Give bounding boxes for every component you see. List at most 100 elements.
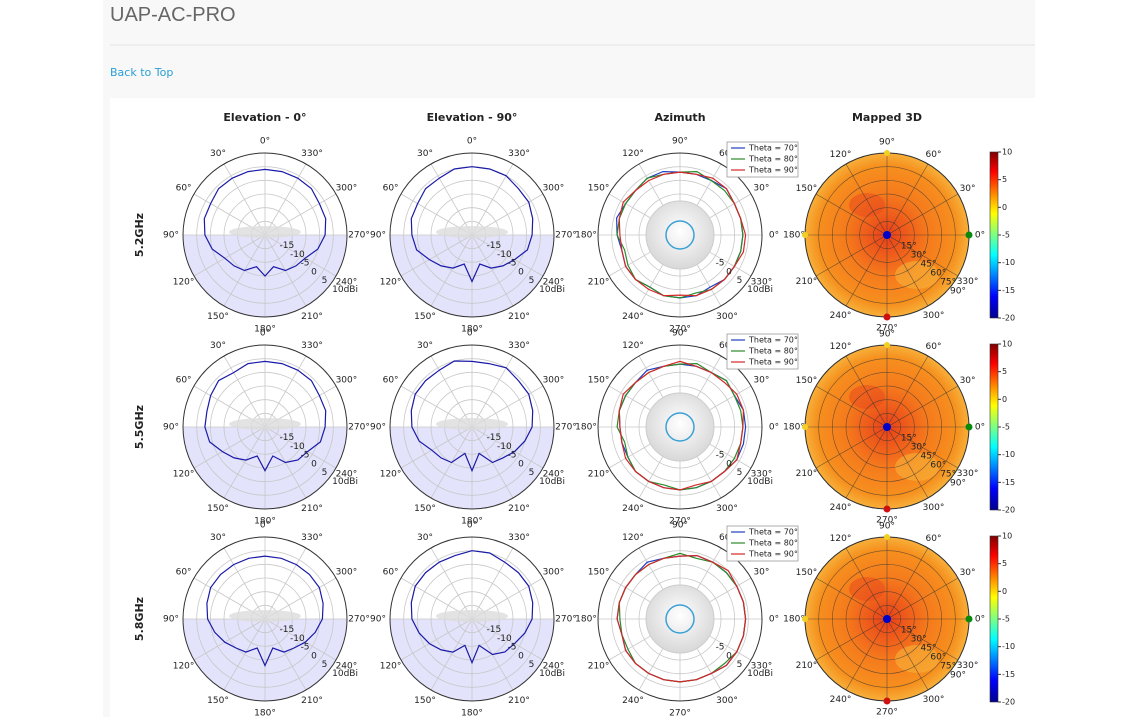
angle-label: 60° [176, 184, 192, 194]
angle-label: 30° [210, 149, 226, 159]
colorbar-tick-label: -5 [1002, 423, 1010, 432]
device-led-ring [665, 604, 695, 634]
spoke [815, 193, 888, 236]
radial-ring [223, 385, 307, 469]
legend-label: Theta = 90° [748, 550, 798, 559]
radial-tick-label: 10dBi [747, 669, 773, 679]
device-image [645, 200, 715, 270]
back-to-top-link[interactable]: Back to Top [110, 66, 174, 79]
radial-tick-label: 10dBi [747, 285, 773, 295]
device-image [436, 226, 508, 238]
row-label: 5.8GHz [133, 597, 146, 641]
angle-label: 150° [207, 696, 229, 706]
angle-label: 60° [176, 376, 192, 386]
radial-ring [209, 179, 321, 291]
device-image [436, 610, 508, 622]
radial-tick-label: 5 [322, 660, 328, 670]
theta-label: 90° [950, 671, 966, 681]
spoke [886, 577, 959, 620]
radial-tick-label: -10 [290, 634, 305, 644]
azimuth-curve [618, 360, 745, 491]
radial-tick-label: -5 [301, 451, 310, 461]
radial-tick-label: -5 [716, 643, 725, 653]
angle-label: 210° [508, 312, 530, 322]
angle-label: 180° [783, 615, 805, 625]
angle-label: 330° [751, 662, 773, 672]
device-image [229, 418, 301, 430]
angle-label: 120° [622, 149, 644, 159]
angle-label: 210° [301, 312, 323, 322]
spoke [815, 385, 888, 428]
radial-tick-label: -15 [280, 241, 295, 251]
page-title: UAP-AC-PRO [110, 4, 236, 26]
colorbar-tick-label: 5 [1002, 559, 1007, 568]
angle-label: 180° [461, 517, 483, 527]
radial-ring [209, 371, 321, 483]
angle-label: 150° [796, 376, 818, 386]
spoke [815, 426, 888, 469]
angle-label: 270° [555, 615, 577, 625]
radial-ring [223, 577, 307, 661]
radial-tick-label: 5 [529, 276, 535, 286]
spoke [845, 547, 888, 620]
angle-label: 120° [173, 278, 195, 288]
radial-ring [638, 577, 722, 661]
angle-label: 120° [830, 534, 852, 544]
radial-tick-label: 10dBi [539, 285, 565, 295]
angle-label: 300° [923, 503, 945, 513]
angle-label: 90° [370, 231, 386, 241]
angle-label: 210° [796, 277, 818, 287]
device-image [645, 584, 715, 654]
colorbar [989, 151, 999, 319]
spoke [815, 618, 888, 661]
heatmap-patch [849, 385, 885, 409]
angle-label: 210° [508, 504, 530, 514]
marker [883, 505, 891, 513]
spoke [845, 163, 888, 236]
spoke [886, 355, 929, 428]
angle-label: 150° [796, 568, 818, 578]
angle-label: 60° [926, 342, 942, 352]
azimuth-curve [616, 554, 747, 683]
angle-label: 150° [588, 568, 610, 578]
angle-label: 330° [301, 341, 323, 351]
legend-label: Theta = 90° [748, 358, 798, 367]
angle-label: 120° [173, 470, 195, 480]
angle-label: 300° [716, 696, 738, 706]
marker [802, 232, 808, 238]
spoke [845, 618, 888, 691]
spoke [845, 234, 888, 307]
radial-tick-label: 5 [529, 468, 535, 478]
marker [965, 615, 973, 623]
spoke [886, 163, 929, 236]
angle-label: 120° [830, 150, 852, 160]
spoke [886, 385, 959, 428]
colorbar-tick-label: -15 [1002, 670, 1015, 679]
radial-tick-label: 5 [322, 276, 328, 286]
radial-ring [597, 344, 763, 510]
marker [965, 231, 973, 239]
radial-tick-label: -5 [508, 643, 517, 653]
angle-label: 330° [751, 278, 773, 288]
theta-label: 45° [921, 260, 937, 270]
angle-label: 0° [260, 137, 270, 147]
theta-label: 60° [930, 269, 946, 279]
angle-label: 150° [588, 184, 610, 194]
angle-label: 270° [348, 615, 370, 625]
angle-label: 30° [417, 149, 433, 159]
radial-tick-label: -10 [497, 634, 512, 644]
angle-label: 180° [461, 325, 483, 335]
spoke [886, 234, 959, 277]
angle-label: 30° [210, 533, 226, 543]
angle-label: 330° [508, 341, 530, 351]
angle-label: 330° [508, 149, 530, 159]
radial-tick-label: -15 [487, 241, 502, 251]
colorbar-tick-label: -20 [1002, 314, 1015, 323]
angle-label: 90° [672, 329, 688, 339]
theta-label: 75° [940, 662, 956, 672]
angle-label: 90° [370, 615, 386, 625]
angle-label: 180° [783, 231, 805, 241]
theta-label: 90° [950, 287, 966, 297]
radial-tick-label: -5 [301, 643, 310, 653]
radial-tick-label: 5 [737, 660, 743, 670]
